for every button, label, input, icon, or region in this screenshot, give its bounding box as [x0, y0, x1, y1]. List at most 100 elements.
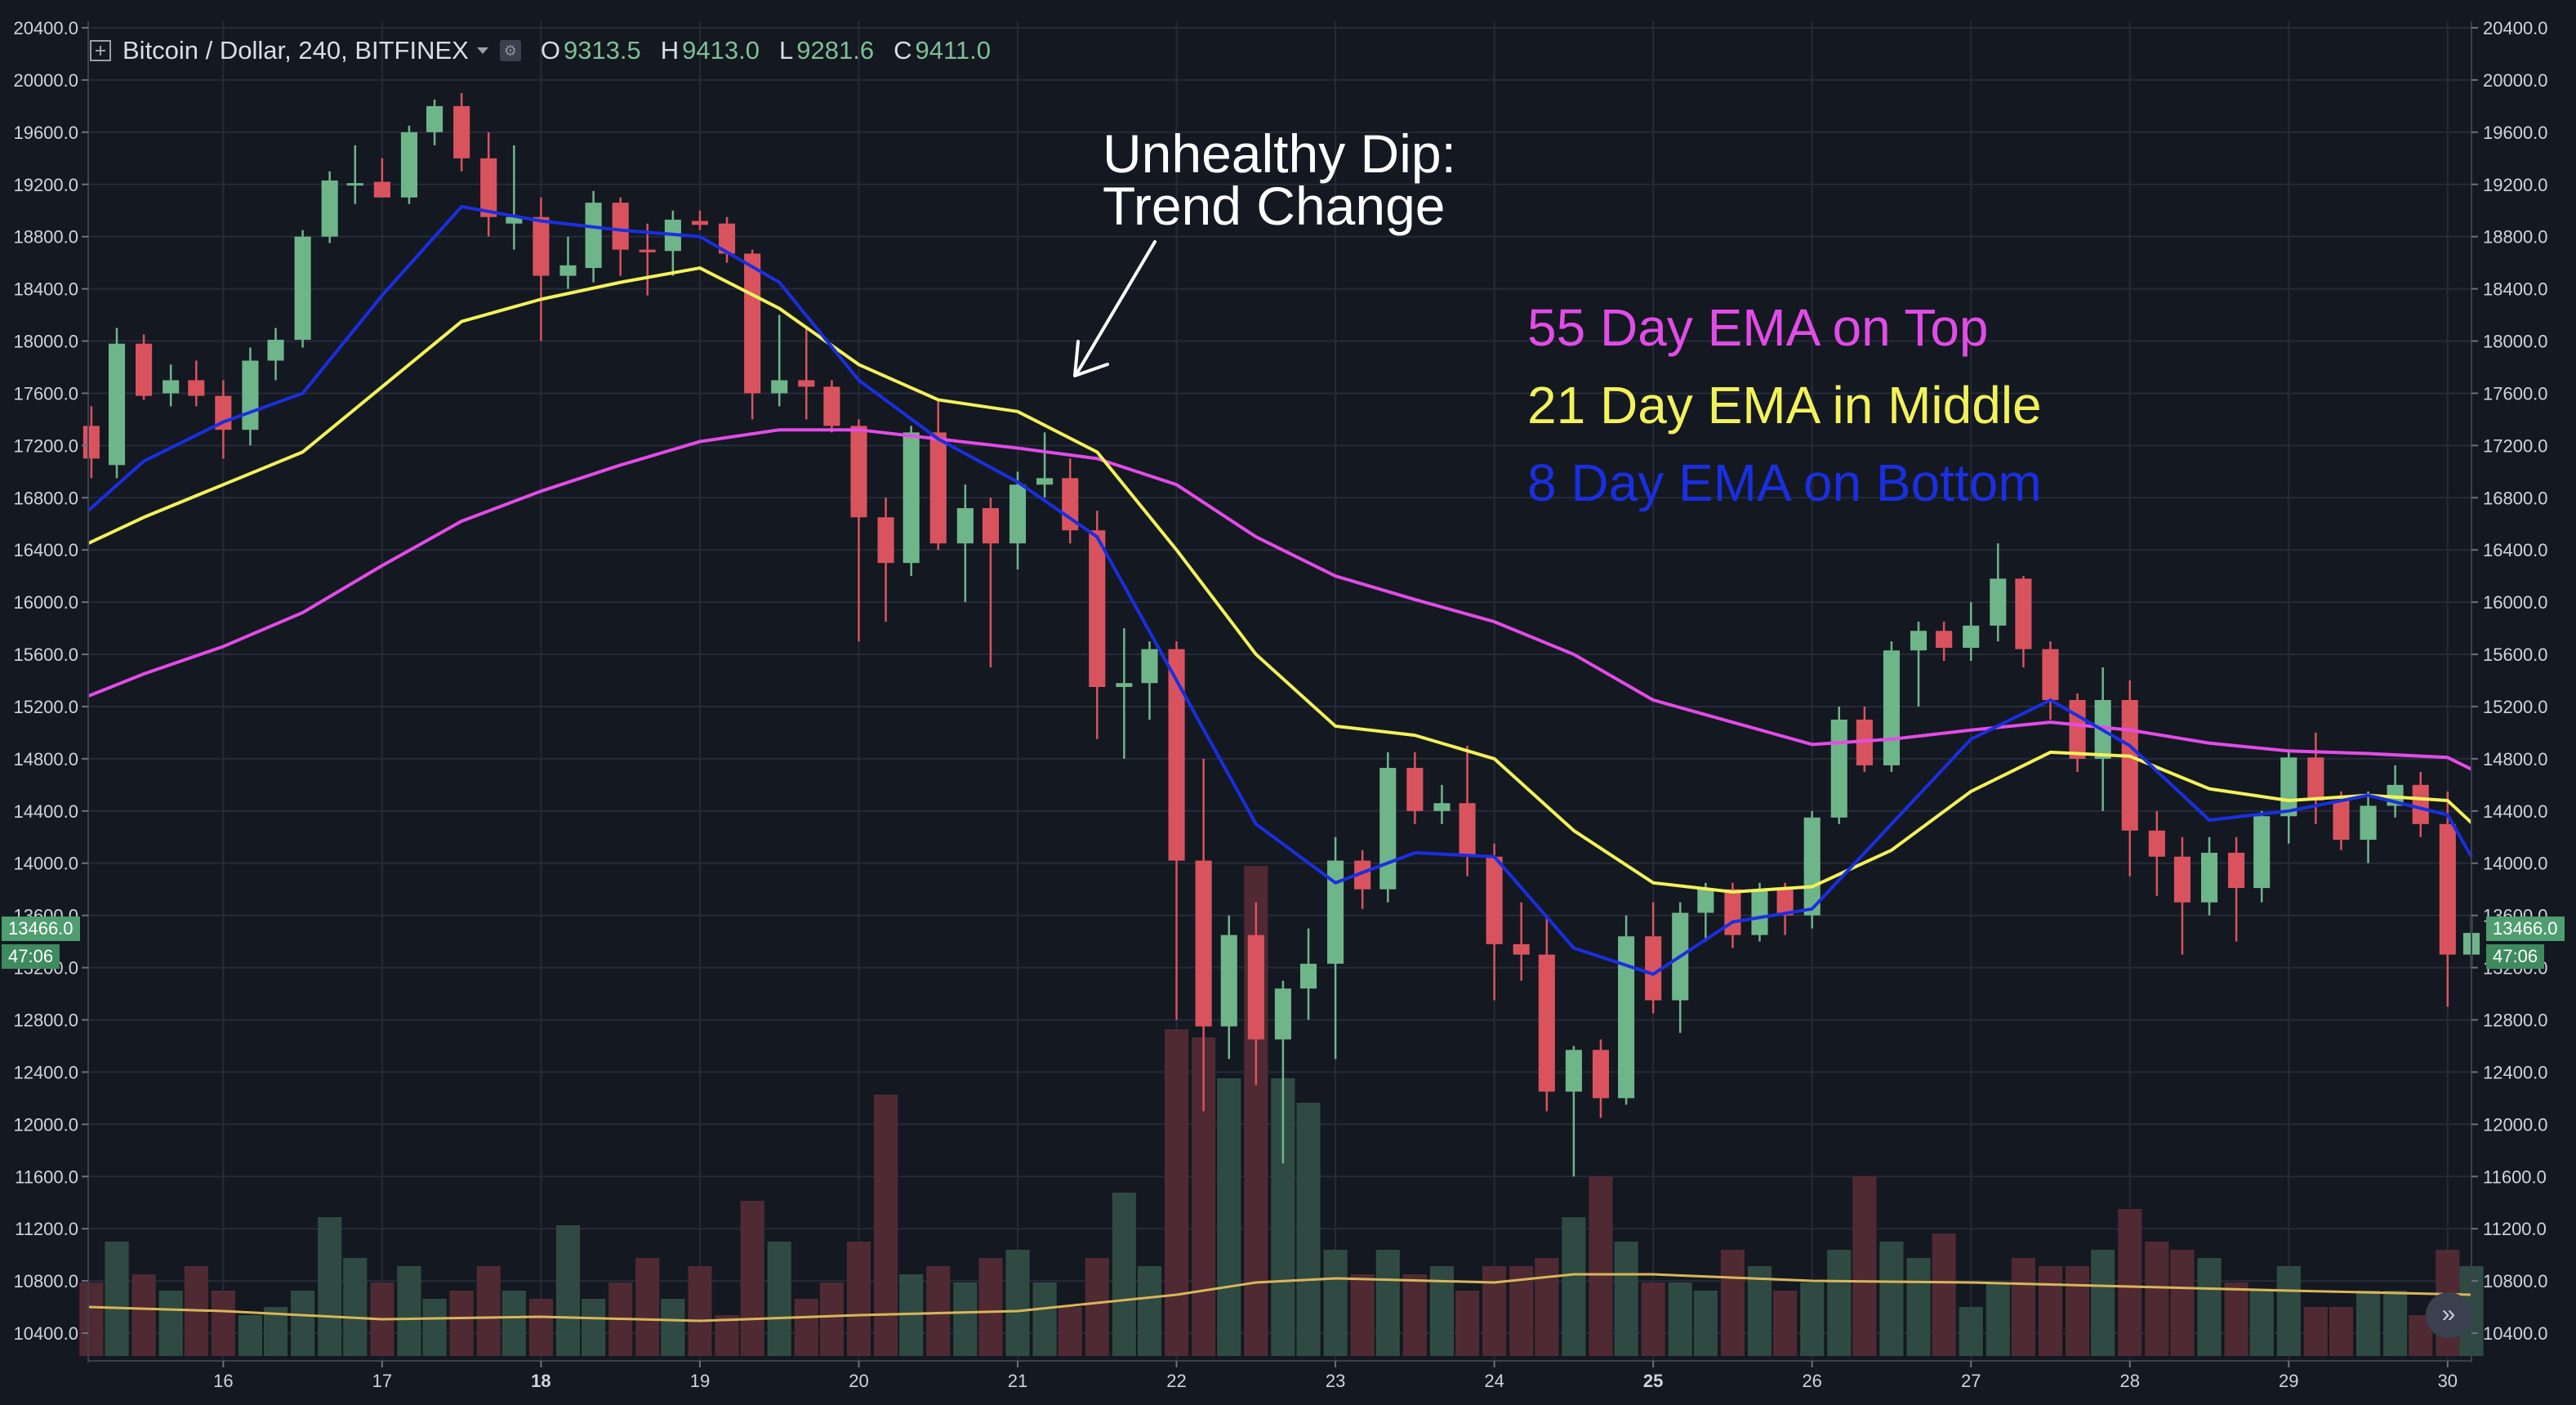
candle-body [321, 180, 338, 237]
volume-bar [2118, 1209, 2142, 1356]
candle-body [639, 249, 656, 252]
candle-body [1195, 860, 1212, 1027]
candle-body [1618, 936, 1635, 1099]
candle-body [1538, 954, 1555, 1092]
candle-body [2121, 699, 2138, 831]
candle-body [691, 221, 709, 225]
volume-bar [1085, 1258, 1109, 1356]
volume-bar [1350, 1274, 1375, 1356]
candle-body [1406, 768, 1424, 811]
volume-bar [1296, 1103, 1321, 1356]
volume-bar [318, 1217, 342, 1356]
candle-body [1936, 631, 1953, 649]
volume-bar [2091, 1250, 2115, 1356]
y-tick-label-left: 19200.0 [13, 175, 78, 195]
volume-bar [978, 1258, 1003, 1356]
volume-bar [158, 1291, 183, 1356]
volume-bar [1668, 1282, 1692, 1356]
candle-body [1274, 988, 1291, 1040]
close-value: 9411.0 [915, 36, 991, 65]
low-value: 9281.6 [796, 36, 875, 65]
y-tick-label-left: 19600.0 [13, 123, 78, 143]
grid [88, 21, 2471, 1359]
volume-bar [1614, 1242, 1638, 1356]
volume-bar [1429, 1266, 1455, 1356]
chevron-down-icon[interactable] [476, 47, 488, 54]
volume-bar [1482, 1266, 1507, 1356]
y-tick-label-right: 11200.0 [2483, 1219, 2547, 1239]
y-tick-label-right: 12400.0 [2483, 1062, 2548, 1082]
volume-bar [343, 1258, 368, 1356]
volume-bar [1137, 1266, 1162, 1356]
candle-body [2280, 757, 2297, 817]
annotation-arrow [1073, 240, 1157, 377]
x-tick-label: 26 [1802, 1371, 1821, 1391]
y-tick-label-left: 11600.0 [15, 1166, 78, 1187]
y-tick-label-right: 14800.0 [2483, 749, 2548, 769]
x-axis-band [0, 1363, 2576, 1405]
candle-body [2015, 578, 2032, 649]
annotation-line-1: Unhealthy Dip: [1103, 123, 1456, 184]
candle-body [1141, 649, 1158, 684]
candle-body [2228, 852, 2245, 889]
candle-body [2253, 816, 2271, 889]
volume-bar [1455, 1291, 1480, 1356]
x-tick-label: 20 [849, 1371, 868, 1391]
volume-bar [1032, 1282, 1057, 1356]
y-tick-label-left: 17600.0 [13, 383, 78, 404]
y-tick-label-right: 14000.0 [2483, 854, 2548, 874]
candle-body [559, 265, 577, 276]
candle-body [850, 426, 867, 518]
volume-bar [635, 1258, 660, 1356]
arrow-head [1073, 340, 1109, 377]
low-label: L [779, 36, 794, 65]
volume-bar [291, 1291, 315, 1356]
volume-bar [1562, 1217, 1586, 1356]
candle-body [2148, 830, 2165, 857]
open-label: O [540, 36, 560, 65]
y-tick-label-left: 12400.0 [13, 1062, 78, 1082]
y-tick-label-left: 10800.0 [13, 1271, 78, 1291]
candle-body [506, 216, 523, 224]
x-tick-label: 22 [1166, 1371, 1186, 1391]
y-tick-label-left: 14800.0 [13, 749, 78, 769]
volume-bar [2065, 1266, 2090, 1356]
y-tick-label-left: 18000.0 [13, 332, 78, 352]
candle-body [267, 339, 284, 361]
volume-bar [2355, 1291, 2381, 1356]
y-tick-label-right: 15200.0 [2483, 697, 2548, 717]
candle-body [1379, 768, 1397, 890]
symbol-header: Bitcoin / Dollar, 240, BITFINEX ⚙ O 9313… [90, 31, 991, 70]
x-tick-label: 18 [531, 1371, 550, 1391]
volume-bar [2197, 1258, 2222, 1356]
right-price-tag: 13466.0 [2486, 917, 2565, 941]
volume-bar [1058, 1307, 1082, 1356]
y-tick-label-left: 12000.0 [13, 1114, 78, 1135]
x-tick-label: 23 [1326, 1371, 1345, 1391]
candle-body [798, 380, 815, 387]
volume-bar [846, 1242, 871, 1356]
x-tick-label: 30 [2438, 1371, 2458, 1391]
candle-body [400, 132, 418, 198]
volume-bar [1800, 1282, 1825, 1356]
plus-square-icon[interactable] [90, 40, 111, 61]
legend-ema-55: 55 Day EMA on Top [1527, 298, 1989, 357]
arrow-shaft [1075, 240, 1157, 376]
double-chevron-right-icon[interactable]: » [2426, 1292, 2471, 1338]
volume-bar [1985, 1282, 2010, 1356]
y-tick-label-right: 16800.0 [2483, 488, 2548, 508]
volume-bar [105, 1242, 129, 1356]
y-tick-label-left: 16800.0 [13, 488, 78, 508]
candle-body [823, 386, 840, 426]
x-tick-label: 29 [2279, 1371, 2298, 1391]
symbol-title[interactable]: Bitcoin / Dollar, 240, BITFINEX [123, 36, 469, 65]
y-tick-label-left: 20400.0 [13, 18, 78, 38]
y-tick-label-right: 18800.0 [2483, 227, 2548, 248]
settings-icon[interactable]: ⚙ [499, 40, 521, 61]
candle-body [242, 360, 259, 430]
candle-body [612, 203, 629, 250]
y-tick-label-left: 16400.0 [13, 540, 78, 560]
candle-body [1883, 650, 1901, 765]
